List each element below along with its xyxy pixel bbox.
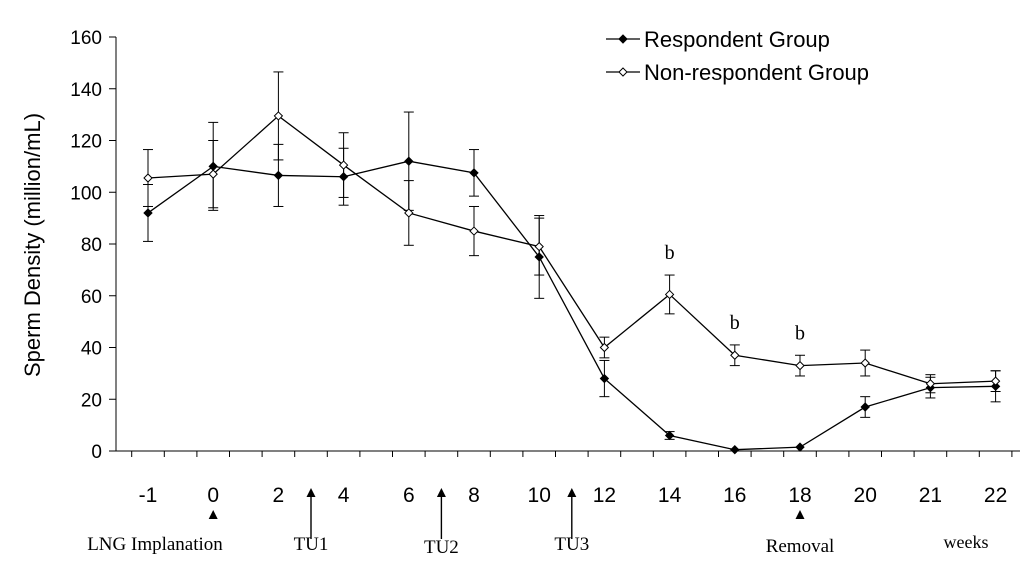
x-tick-label: 8 [468, 484, 480, 507]
x-tick-label: -1 [139, 484, 158, 507]
event-marker: TU2 [424, 488, 459, 558]
legend-label: Respondent Group [644, 27, 830, 52]
event-label: Removal [766, 536, 835, 557]
data-point [599, 373, 610, 384]
series-line [147, 115, 996, 385]
data-point [469, 226, 479, 236]
event-marker: TU1 [294, 488, 329, 555]
x-tick-label: 4 [338, 484, 350, 507]
event-marker: TU3 [554, 488, 589, 555]
x-tick-label: 14 [658, 484, 682, 507]
significance-annotation: b [730, 312, 740, 334]
legend: Respondent Group Non-respondent Group [606, 27, 869, 85]
data-point [338, 160, 349, 170]
y-tick-label: 40 [81, 339, 102, 360]
data-point [860, 358, 870, 368]
event-label: TU2 [424, 537, 459, 558]
series-non-respondent [143, 71, 1001, 394]
data-point [795, 360, 805, 371]
significance-annotation: b [795, 322, 805, 344]
x-tick-label: 2 [273, 484, 285, 507]
x-unit-label: weeks [944, 532, 989, 552]
axes: 0 20 40 60 80 100 120 140 160 -1 0 2 4 6 8 10 12 14 16 18 20… [70, 28, 1020, 552]
series-line [147, 160, 996, 451]
y-axis-label: Sperm Density (million/mL) [20, 113, 45, 377]
y-tick-label: 140 [70, 80, 102, 101]
x-tick-label: 0 [207, 484, 219, 507]
data-point [404, 156, 414, 166]
x-tick-label: 10 [528, 484, 551, 507]
event-label: TU1 [294, 534, 329, 555]
data-point [273, 111, 284, 121]
x-tick-label: 6 [403, 484, 415, 507]
event-marker: LNG Implanation [87, 510, 223, 555]
legend-label: Non-respondent Group [644, 60, 869, 85]
data-point [860, 402, 870, 412]
x-tick-label: 18 [788, 484, 811, 507]
data-point [143, 208, 153, 218]
event-marker: Removal [766, 510, 835, 557]
event-label: LNG Implanation [87, 534, 223, 555]
significance-annotation: b [665, 242, 675, 264]
series-layer: b b b [143, 71, 1001, 455]
y-tick-label: 20 [81, 390, 102, 411]
y-tick-label: 160 [70, 28, 102, 49]
x-tick-label: 16 [723, 484, 746, 507]
event-arrow-head [795, 510, 805, 519]
x-tick-label: 20 [854, 484, 877, 507]
y-tick-label: 80 [81, 235, 102, 256]
data-point [534, 241, 544, 252]
data-point [404, 208, 414, 218]
data-point [925, 379, 936, 389]
data-point [208, 169, 218, 179]
y-tick-label: 60 [81, 287, 102, 308]
y-tick-label: 120 [70, 132, 102, 153]
y-tick-label: 0 [91, 442, 102, 463]
event-label: TU3 [554, 534, 589, 555]
x-tick-label: 12 [593, 484, 616, 507]
data-point [664, 289, 675, 300]
event-arrow-head [567, 488, 577, 497]
y-tick-label: 100 [70, 183, 102, 204]
data-point [664, 430, 675, 441]
data-point [990, 376, 1001, 386]
data-point [730, 444, 740, 455]
data-point [273, 170, 284, 181]
legend-marker [618, 67, 628, 77]
data-point [730, 350, 740, 360]
x-tick-label: 21 [919, 484, 942, 507]
data-point [795, 442, 805, 452]
legend-marker [618, 34, 628, 44]
data-point [469, 168, 479, 178]
data-point [143, 173, 153, 183]
events-layer: LNG Implanation TU1 TU2 TU3 Removal [87, 488, 834, 558]
event-arrow-head [306, 488, 316, 497]
series-respondent [143, 111, 1001, 455]
x-tick-label: 22 [984, 484, 1007, 507]
event-arrow-head [208, 510, 218, 519]
event-arrow-head [436, 488, 446, 497]
data-point [599, 342, 610, 353]
